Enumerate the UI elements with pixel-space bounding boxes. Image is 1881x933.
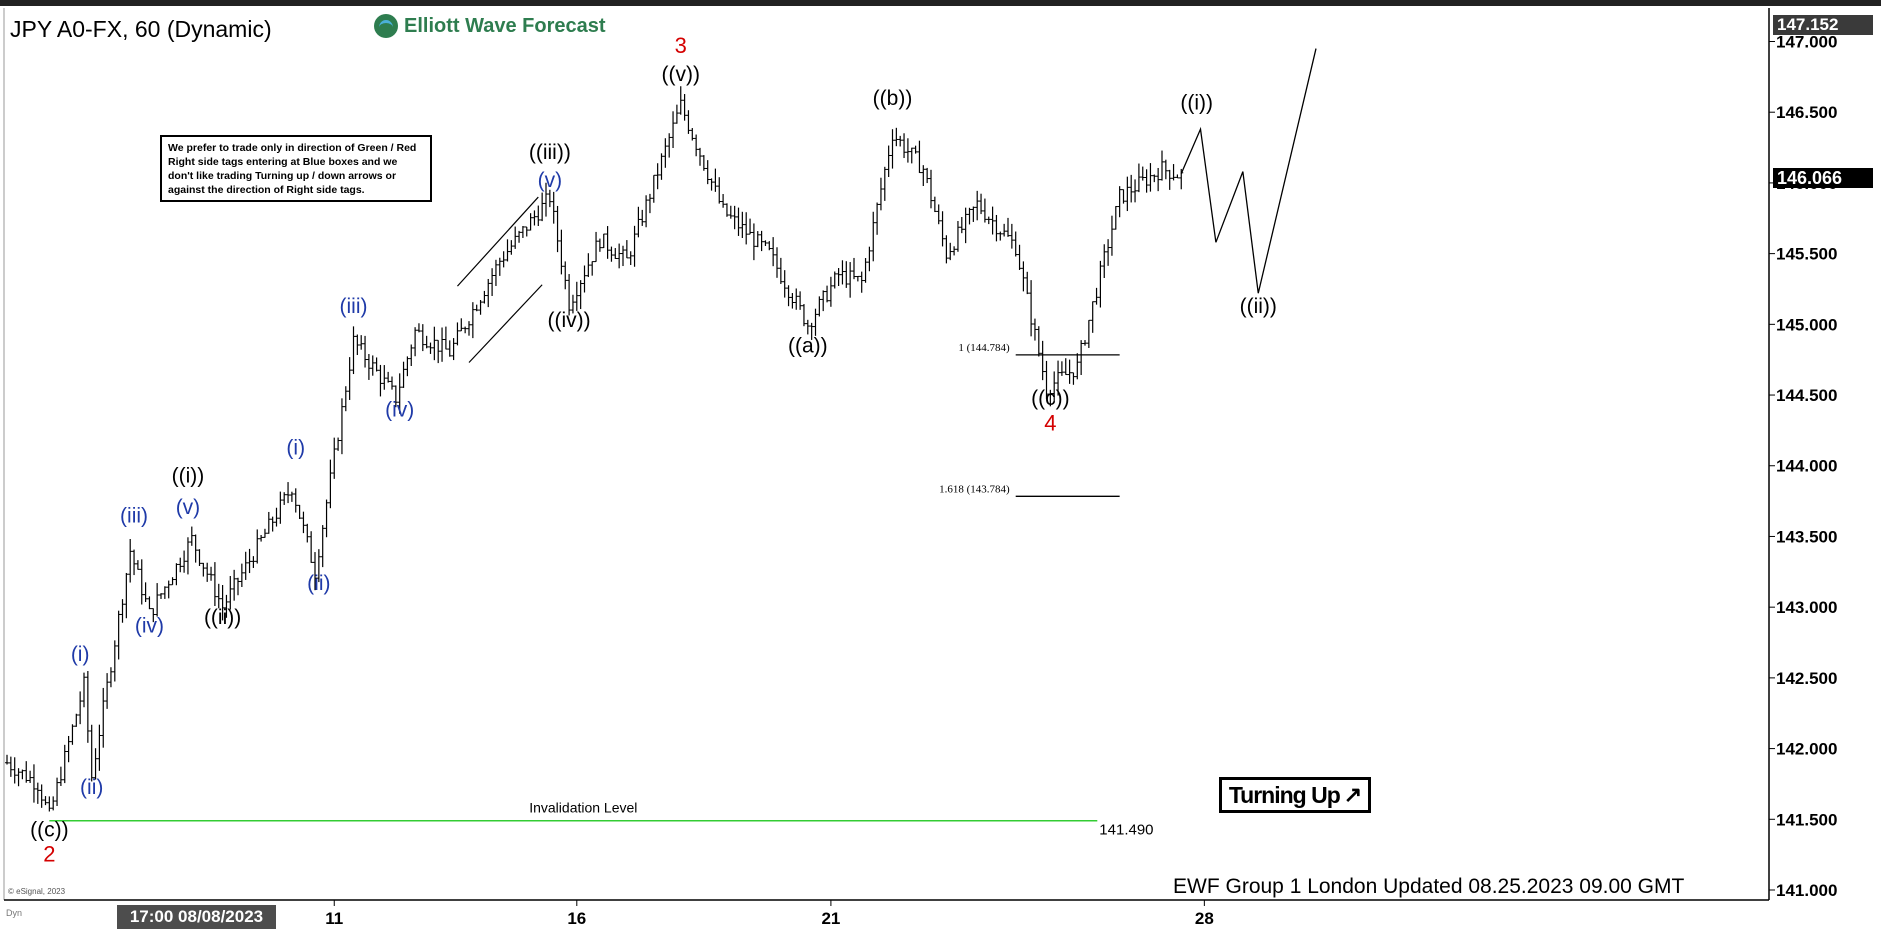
arrow-up-right-icon: ↗ — [1343, 782, 1362, 807]
y-tick-label: 145.500 — [1776, 245, 1837, 264]
y-tick-label: 141.000 — [1776, 881, 1837, 900]
y-tick-label: 141.500 — [1776, 810, 1837, 829]
y-tick-label: 143.000 — [1776, 598, 1837, 617]
wave-label: ((iii)) — [529, 141, 571, 164]
fib-level-label: 1.618 (143.784) — [939, 483, 1010, 495]
x-tick-label: 11 — [325, 909, 343, 928]
x-tick-label: 16 — [567, 909, 586, 928]
y-tick-label: 145.000 — [1776, 315, 1837, 334]
logo-icon — [374, 14, 398, 38]
wave-label: (i) — [71, 643, 90, 666]
logo-text: Elliott Wave Forecast — [404, 14, 606, 37]
y-tick-label: 142.500 — [1776, 669, 1837, 688]
current-price-tag: 146.066 — [1773, 168, 1873, 188]
cursor-date-badge: 17:00 08/08/2023 — [117, 905, 276, 929]
invalidation-value: 141.490 — [1099, 822, 1153, 839]
channel-line — [457, 196, 539, 287]
wave-label: ((c)) — [1031, 387, 1069, 410]
turning-up-badge: Turning Up ↗ — [1219, 777, 1371, 813]
wave-label: (ii) — [80, 776, 103, 799]
wave-label: ((ii)) — [204, 606, 241, 629]
y-tick-label: 142.000 — [1776, 740, 1837, 759]
y-tick-label: 147.000 — [1776, 32, 1837, 51]
chart-title: JPY A0-FX, 60 (Dynamic) — [10, 16, 272, 42]
trading-notice: We prefer to trade only in direction of … — [160, 135, 432, 202]
wave-label: (iv) — [385, 398, 414, 421]
wave-label: 3 — [675, 33, 687, 58]
wave-label: 4 — [1044, 410, 1056, 435]
brand-logo: Elliott Wave Forecast — [374, 14, 606, 38]
y-tick-label: 144.500 — [1776, 386, 1837, 405]
wave-label: ((i)) — [1180, 91, 1213, 114]
wave-label: ((v)) — [662, 63, 700, 86]
last-price-tag: 147.152 — [1773, 15, 1873, 35]
top-frame-bar — [0, 0, 1881, 6]
wave-label: (iii) — [120, 504, 148, 527]
y-tick-label: 143.500 — [1776, 527, 1837, 546]
wave-label: (iii) — [340, 295, 368, 318]
invalidation-label: Invalidation Level — [529, 800, 637, 816]
x-tick-label: 21 — [821, 909, 840, 928]
projection-path — [1180, 48, 1317, 294]
wave-label: 2 — [43, 842, 55, 867]
copyright: © eSignal, 2023 — [8, 887, 66, 896]
turning-up-label: Turning Up — [1228, 781, 1341, 808]
wave-label: ((c)) — [30, 818, 68, 841]
y-tick-label: 144.000 — [1776, 457, 1837, 476]
wave-label: (v) — [538, 169, 563, 192]
wave-label: (ii) — [307, 572, 330, 595]
fib-level-label: 1 (144.784) — [958, 342, 1010, 354]
wave-label: ((a)) — [788, 335, 828, 358]
y-tick-label: 146.500 — [1776, 103, 1837, 122]
wave-label: (iv) — [135, 615, 164, 638]
x-tick-label: 28 — [1195, 909, 1214, 928]
update-timestamp: EWF Group 1 London Updated 08.25.2023 09… — [1173, 875, 1685, 898]
wave-label: (v) — [176, 496, 201, 519]
wave-label: ((b)) — [873, 87, 913, 110]
wave-label: ((ii)) — [1240, 295, 1277, 318]
wave-label: (i) — [286, 436, 305, 459]
wave-label: ((i)) — [172, 465, 205, 488]
wave-label: ((iv)) — [548, 309, 591, 332]
dynamic-label: Dyn — [6, 908, 23, 918]
ohlc-bars — [5, 86, 1184, 812]
channel-line — [468, 284, 543, 363]
